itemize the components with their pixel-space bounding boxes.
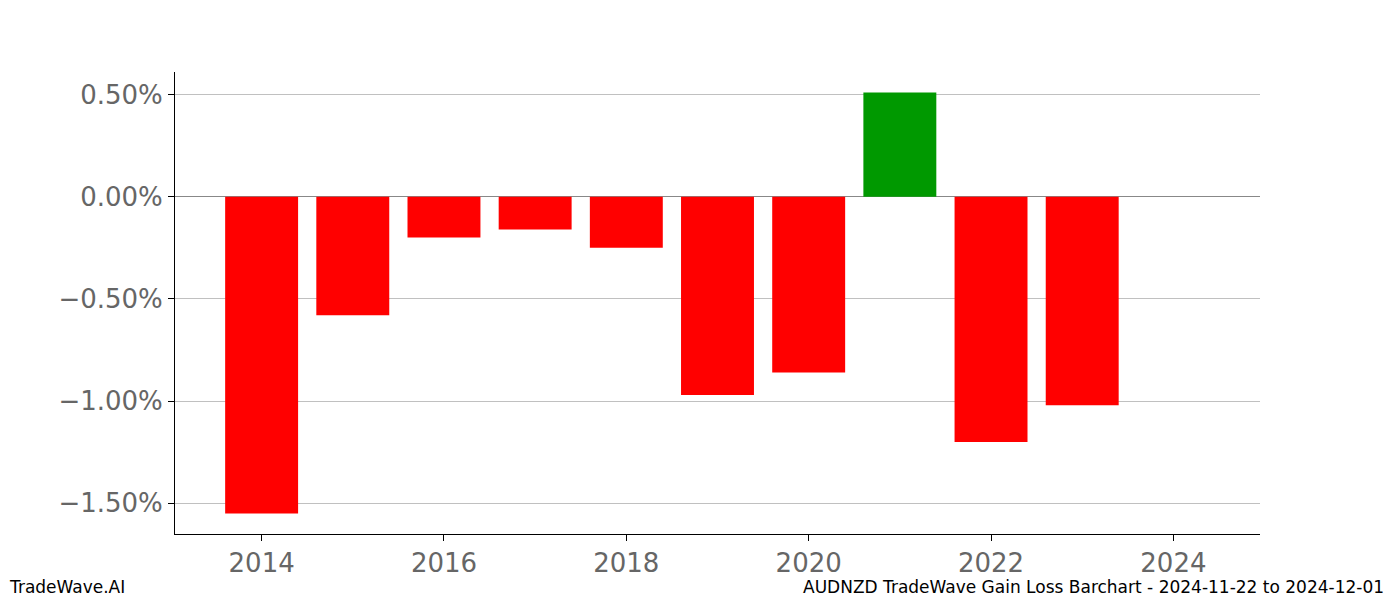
svg-text:−1.00%: −1.00% <box>58 386 162 416</box>
svg-text:2014: 2014 <box>229 548 295 578</box>
svg-text:AUDNZD TradeWave Gain Loss Bar: AUDNZD TradeWave Gain Loss Barchart - 20… <box>803 577 1384 597</box>
svg-text:0.00%: 0.00% <box>80 182 163 212</box>
svg-text:2018: 2018 <box>593 548 659 578</box>
svg-text:2016: 2016 <box>411 548 477 578</box>
svg-text:−1.50%: −1.50% <box>58 488 162 518</box>
svg-text:0.50%: 0.50% <box>80 80 163 110</box>
svg-text:2022: 2022 <box>958 548 1024 578</box>
svg-text:−0.50%: −0.50% <box>58 284 162 314</box>
svg-text:2024: 2024 <box>1140 548 1206 578</box>
svg-text:2020: 2020 <box>776 548 842 578</box>
svg-text:TradeWave.AI: TradeWave.AI <box>9 577 125 597</box>
